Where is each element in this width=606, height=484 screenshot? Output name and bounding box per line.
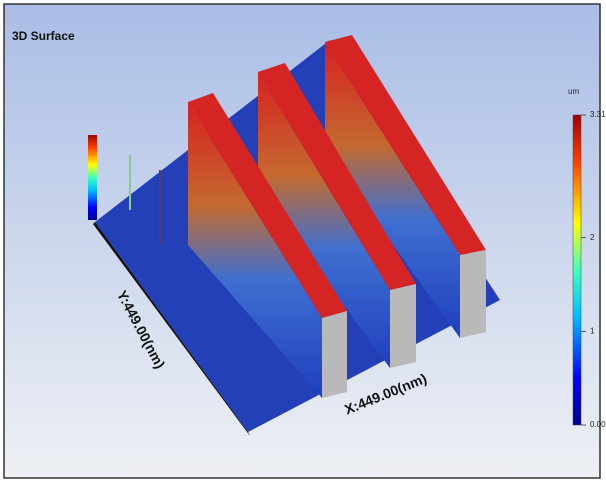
colorbar-tick-label: 3.31: [590, 110, 606, 119]
colorbar-tick-label: 2: [590, 233, 595, 242]
colorbar: [573, 115, 581, 425]
colorbar-tick-label: 0.00: [590, 420, 606, 429]
ridge-face: [322, 311, 347, 398]
surface-view: 3D Surface Y:449.00(nm) X:449.00(nm) um …: [0, 0, 606, 484]
colorbar-tick-label: 1: [590, 326, 595, 335]
colorbar-unit: um: [568, 87, 579, 96]
ridge-face: [390, 284, 416, 368]
mini-colorbar: [88, 135, 97, 220]
page: 3D Surface Y:449.00(nm) X:449.00(nm) um …: [0, 0, 606, 484]
ridge-face: [460, 250, 486, 338]
title: 3D Surface: [12, 29, 75, 43]
